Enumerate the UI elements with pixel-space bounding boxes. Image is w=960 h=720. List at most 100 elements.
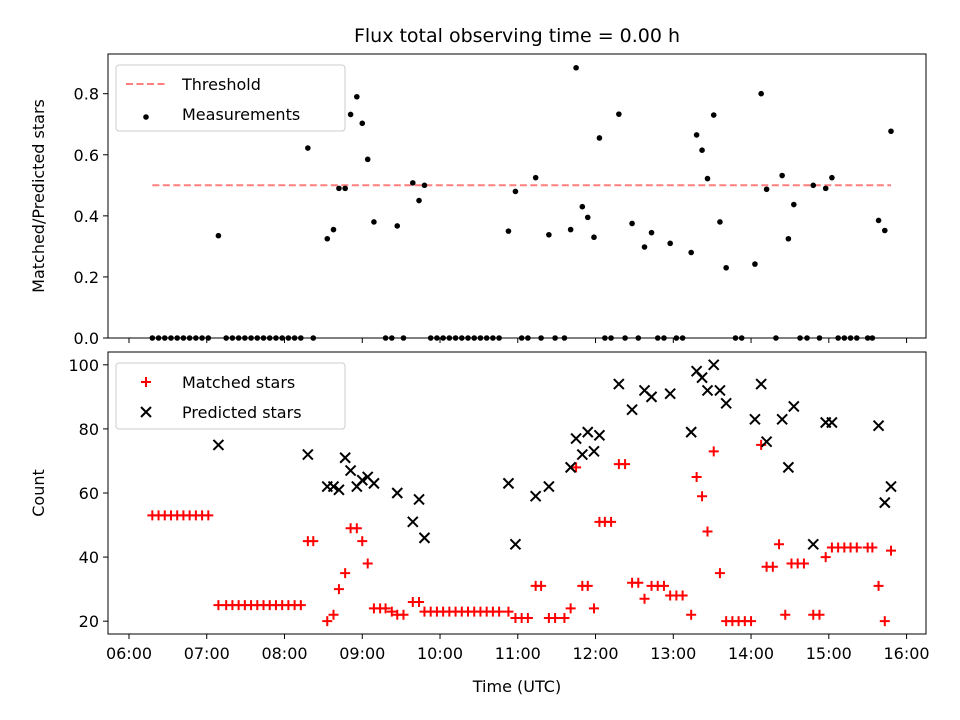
- y-axis-label: Count: [29, 469, 48, 517]
- x-axis-label: Time (UTC): [472, 677, 561, 696]
- y-tick-label: 0.2: [74, 268, 99, 287]
- matched-star-point: [606, 516, 617, 527]
- measurement-point: [616, 111, 622, 117]
- measurement-point: [758, 90, 764, 97]
- measurement-point: [371, 219, 377, 225]
- matched-star-point: [522, 612, 533, 623]
- matched-star-point: [767, 561, 778, 572]
- predicted-star-point: [720, 397, 732, 409]
- x-tick-label: 16:00: [884, 644, 930, 663]
- matched-star-point: [333, 584, 344, 595]
- predicted-star-point: [776, 413, 788, 426]
- predicted-star-point: [782, 461, 795, 474]
- matched-star-point: [322, 616, 333, 627]
- measurement-point: [364, 156, 371, 163]
- matched-star-point: [658, 580, 669, 591]
- matched-star-point: [362, 558, 373, 569]
- x-tick-label: 06:00: [106, 644, 152, 663]
- predicted-star-point: [807, 538, 819, 550]
- x-tick-label: 07:00: [184, 644, 230, 663]
- measurement-point: [336, 185, 342, 192]
- matched-star-point: [639, 593, 650, 604]
- measurement-point: [330, 226, 337, 233]
- series-0: [147, 439, 897, 627]
- matched-star-point: [414, 596, 425, 607]
- measurement-point: [305, 145, 311, 151]
- measurement-point: [791, 201, 797, 208]
- legend: Threshold Measurements: [115, 64, 346, 132]
- matched-star-point: [328, 609, 339, 620]
- measurement-point: [641, 244, 648, 250]
- measurement-point: [710, 112, 717, 118]
- predicted-star-point: [356, 474, 368, 486]
- matched-star-point: [588, 603, 599, 614]
- y-tick-label: 0.6: [74, 146, 99, 165]
- x-tick-label: 11:00: [495, 644, 541, 663]
- measurement-point: [875, 217, 882, 224]
- top-plot-matched-predicted-ratio: 0.0 0.2 0.4 0.6 0.8 Matched/Predicted stars Th…: [29, 53, 927, 348]
- matched-star-point: [798, 558, 809, 569]
- predicted-star-point: [502, 477, 515, 490]
- matched-star-point: [686, 609, 697, 620]
- predicted-star-point: [529, 490, 542, 502]
- measurement-point: [532, 174, 539, 181]
- predicted-star-point: [576, 448, 589, 461]
- matched-star-point: [697, 491, 708, 502]
- predicted-star-point: [885, 480, 897, 493]
- matched-star-point: [814, 609, 825, 620]
- measurement-point: [717, 219, 723, 225]
- predicted-star-point: [327, 480, 340, 493]
- predicted-star-point: [344, 464, 357, 477]
- matched-star-point: [203, 510, 214, 521]
- matched-star-point: [873, 580, 884, 591]
- legend-label: Matched stars: [182, 373, 295, 392]
- matched-star-point: [357, 536, 368, 547]
- x-tick-label: 09:00: [339, 644, 385, 663]
- legend-matched-handle: [141, 377, 151, 387]
- y-tick-label: 60: [79, 484, 99, 503]
- legend-box: [115, 362, 346, 430]
- x-tick-label: 14:00: [728, 644, 774, 663]
- matched-star-point: [691, 471, 702, 482]
- matched-star-point: [746, 616, 757, 627]
- measurement-point: [512, 188, 519, 195]
- predicted-star-point: [879, 496, 891, 509]
- matched-star-point: [677, 590, 688, 601]
- measurement-point: [629, 220, 635, 227]
- matched-star-point: [714, 568, 725, 579]
- matched-star-point: [550, 612, 561, 623]
- matched-star-point: [582, 580, 593, 591]
- x-tick-label: 10:00: [417, 644, 463, 663]
- measurement-point: [693, 132, 700, 138]
- matched-star-point: [351, 523, 362, 534]
- legend-box: [115, 64, 346, 132]
- legend-predicted-handle: [140, 406, 152, 418]
- x-tick-label: 12:00: [572, 644, 618, 663]
- measurement-point: [785, 235, 792, 242]
- predicted-star-point: [645, 391, 658, 403]
- predicted-star-point: [714, 384, 726, 397]
- predicted-star-point: [664, 387, 676, 400]
- predicted-star-point: [570, 432, 582, 445]
- predicted-star-point: [788, 400, 800, 413]
- matched-star-point: [780, 609, 791, 620]
- measurement-point: [591, 234, 597, 241]
- matched-star-point: [398, 609, 409, 620]
- measurement-point: [704, 175, 711, 182]
- measurement-point: [723, 264, 729, 271]
- predicted-star-point: [413, 493, 425, 506]
- matched-star-point: [774, 539, 785, 550]
- predicted-star-point: [333, 484, 345, 496]
- y-tick-label: 0.4: [74, 207, 99, 226]
- measurement-point: [829, 174, 835, 181]
- measurement-point: [546, 231, 552, 238]
- measurement-point: [567, 226, 574, 233]
- y-tick-label: 80: [79, 420, 99, 439]
- chart-title: Flux total observing time = 0.00 h: [354, 25, 680, 47]
- measurement-point: [822, 185, 829, 192]
- predicted-star-point: [613, 378, 625, 390]
- predicted-star-point: [872, 419, 885, 432]
- matched-star-point: [536, 580, 547, 591]
- series-1: [212, 359, 897, 550]
